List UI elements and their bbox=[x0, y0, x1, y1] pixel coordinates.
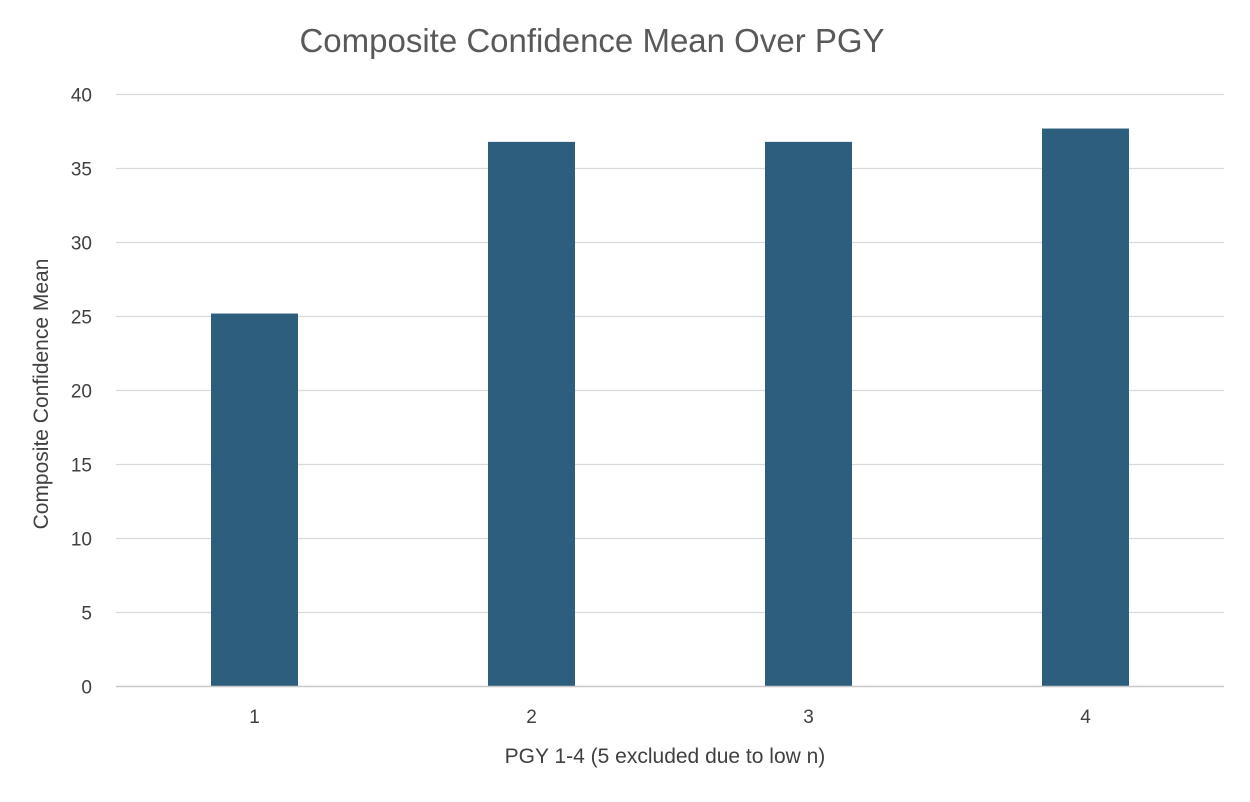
y-tick-label: 25 bbox=[71, 308, 92, 329]
y-tick-label: 35 bbox=[71, 160, 92, 181]
y-axis-tick-labels: 0 5 10 15 20 25 30 35 40 bbox=[71, 86, 92, 699]
bar-pgy-4 bbox=[1042, 128, 1129, 687]
y-tick-label: 15 bbox=[71, 456, 92, 477]
y-tick-label: 40 bbox=[71, 86, 92, 107]
y-tick-label: 5 bbox=[81, 604, 92, 625]
y-tick-label: 10 bbox=[71, 530, 92, 551]
y-axis-title: Composite Confidence Mean bbox=[30, 259, 53, 530]
bars bbox=[211, 128, 1129, 687]
x-tick-label: 4 bbox=[1080, 707, 1091, 728]
x-axis-tick-labels: 1 2 3 4 bbox=[249, 707, 1091, 728]
bar-pgy-2 bbox=[488, 141, 575, 687]
bar-pgy-1 bbox=[211, 313, 298, 687]
x-axis-title: PGY 1-4 (5 excluded due to low n) bbox=[505, 745, 826, 768]
x-tick-label: 3 bbox=[803, 707, 814, 728]
x-tick-label: 2 bbox=[526, 707, 537, 728]
y-tick-label: 30 bbox=[71, 234, 92, 255]
gridlines bbox=[116, 93, 1224, 614]
bar-pgy-3 bbox=[765, 141, 852, 687]
y-tick-label: 20 bbox=[71, 382, 92, 403]
x-tick-label: 1 bbox=[249, 707, 260, 728]
y-tick-label: 0 bbox=[81, 678, 92, 699]
chart-title: Composite Confidence Mean Over PGY bbox=[299, 22, 884, 59]
